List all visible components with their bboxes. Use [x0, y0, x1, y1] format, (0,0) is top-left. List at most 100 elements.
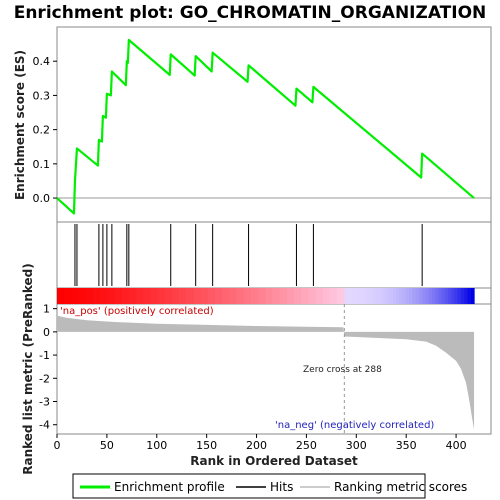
band-segment-neg: [347, 288, 352, 304]
band-segment-pos: [315, 288, 324, 304]
neg-annotation: 'na_neg' (negatively correlated): [275, 420, 434, 431]
band-segment-pos: [64, 288, 72, 304]
band-segment-neg: [451, 288, 456, 304]
es-tick-label: 0.1: [33, 158, 51, 171]
band-segment-neg: [396, 288, 401, 304]
band-segment-neg: [448, 288, 452, 304]
x-tick-label: 350: [396, 439, 417, 452]
x-tick-label: 0: [54, 439, 61, 452]
band-segment-pos: [215, 288, 223, 304]
es-axis-label: Enrichment score (ES): [13, 50, 27, 200]
band-segment-pos: [308, 288, 317, 304]
band-segment-neg: [392, 288, 397, 304]
band-segment-neg: [467, 288, 472, 304]
band-segment-pos: [301, 288, 310, 304]
chart-title: Enrichment plot: GO_CHROMATIN_ORGANIZATI…: [14, 3, 487, 23]
metric-area-path: [57, 315, 475, 430]
band-segment-neg: [428, 288, 433, 304]
zero-cross-annotation: Zero cross at 288: [303, 365, 382, 375]
hits-panel: [56, 221, 492, 289]
hit-lines: [74, 224, 423, 286]
es-tick-label: 0.2: [33, 124, 51, 137]
legend-metric-label: Ranking metric scores: [334, 480, 467, 494]
metric-tick-label: -2: [39, 372, 50, 385]
x-tick-label: 50: [100, 439, 114, 452]
band-segment-pos: [200, 288, 209, 304]
band-segment-pos: [143, 288, 151, 304]
band-segment-neg: [399, 288, 404, 304]
band-segment-pos: [250, 288, 259, 304]
band-segment-pos: [136, 288, 144, 304]
band-segment-neg: [386, 288, 391, 304]
x-tick-label: 150: [196, 439, 217, 452]
rank-color-band: [57, 288, 475, 304]
band-segment-neg: [441, 288, 446, 304]
es-tick-label: 0.4: [33, 55, 51, 68]
band-segment-pos: [128, 288, 137, 304]
x-tick-label: 400: [446, 439, 467, 452]
band-segment-neg: [425, 288, 430, 304]
band-segment-pos: [279, 288, 288, 304]
metric-axis: 1 0 -1 -2 -3 -4: [39, 303, 57, 432]
band-segment-neg: [354, 288, 358, 304]
es-tick-label: 0.0: [33, 192, 51, 205]
band-segment-pos: [294, 288, 302, 304]
band-segment-neg: [350, 288, 355, 304]
band-segment-pos: [186, 288, 195, 304]
band-segment-neg: [457, 288, 462, 304]
legend-box: [72, 473, 426, 499]
band-segment-neg: [435, 288, 439, 304]
band-segment-pos: [179, 288, 187, 304]
band-segment-pos: [164, 288, 173, 304]
band-segment-pos: [229, 288, 238, 304]
band-segment-neg: [376, 288, 381, 304]
band-segment-pos: [286, 288, 295, 304]
band-segment-neg: [344, 288, 349, 304]
x-tick-label: 250: [296, 439, 317, 452]
band-segment-neg: [402, 288, 407, 304]
band-segment-pos: [71, 288, 80, 304]
band-segment-neg: [370, 288, 375, 304]
es-tick-label: 0.3: [33, 89, 51, 102]
x-tick-label: 200: [246, 439, 267, 452]
band-segment-pos: [337, 288, 345, 304]
band-segment-pos: [236, 288, 245, 304]
band-segment-pos: [243, 288, 252, 304]
band-segment-pos: [150, 288, 159, 304]
band-segment-neg: [461, 288, 465, 304]
metric-area: [57, 304, 475, 434]
band-segment-neg: [412, 288, 417, 304]
band-segment-neg: [357, 288, 362, 304]
band-segment-pos: [272, 288, 281, 304]
band-segment-neg: [454, 288, 459, 304]
band-segment-neg: [418, 288, 423, 304]
pos-annotation: 'na_pos' (positively correlated): [60, 306, 214, 317]
band-segment-neg: [360, 288, 365, 304]
band-segment-pos: [222, 288, 231, 304]
band-segment-pos: [92, 288, 101, 304]
band-segment-pos: [265, 288, 274, 304]
metric-axis-label: Ranked list metric (PreRanked): [21, 263, 35, 475]
band-segment-neg: [363, 288, 368, 304]
band-segment-neg: [431, 288, 436, 304]
band-segment-neg: [464, 288, 469, 304]
band-segment-neg: [405, 288, 410, 304]
band-segment-neg: [373, 288, 378, 304]
es-axis: 0.0 0.1 0.2 0.3 0.4: [33, 55, 491, 205]
band-segment-pos: [107, 288, 116, 304]
band-segment-pos: [121, 288, 130, 304]
band-segment-pos: [322, 288, 331, 304]
x-tick-label: 300: [346, 439, 367, 452]
metric-tick-label: 1: [43, 303, 50, 316]
band-segment-neg: [470, 288, 475, 304]
band-segment-pos: [114, 288, 123, 304]
band-segment-pos: [193, 288, 202, 304]
es-line: [56, 38, 475, 215]
es-panel: [56, 26, 492, 223]
band-segment-neg: [444, 288, 449, 304]
band-segment-pos: [329, 288, 338, 304]
es-line-group: [56, 38, 475, 215]
band-segment-pos: [57, 288, 65, 304]
